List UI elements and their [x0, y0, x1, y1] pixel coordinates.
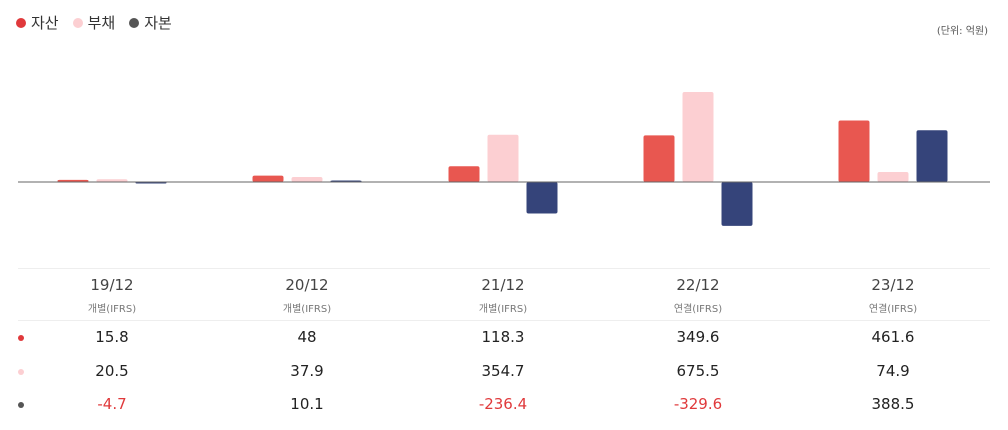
period-label: 20/12 — [285, 276, 329, 294]
legend-label-assets: 자산 — [31, 14, 59, 32]
legend-dot-assets — [16, 17, 26, 28]
legend-label-equity: 자본 — [144, 14, 172, 32]
report-type-label: 개별(IFRS) — [478, 304, 528, 315]
table-cell: -236.4 — [478, 395, 528, 413]
row-series-dot — [18, 402, 24, 408]
period-header: 22/12 연결(IFRS) — [608, 276, 788, 315]
legend-dot-equity — [129, 17, 140, 28]
table-cell: -4.7 — [97, 395, 127, 413]
bar-equity-21-12[interactable] — [526, 182, 558, 214]
bar-assets-22-12[interactable] — [643, 135, 675, 182]
table-cell: 48 — [297, 328, 317, 346]
chart-legend: 자산 부채 자본 — [16, 12, 172, 33]
header-divider — [18, 320, 990, 321]
legend-dot-liabilities — [72, 17, 83, 28]
period-header: 21/12 개별(IFRS) — [413, 276, 593, 315]
unit-label: (단위: 억원) — [936, 26, 988, 37]
period-header: 19/12 개별(IFRS) — [22, 276, 202, 315]
table-row: 20.5 37.9 354.7 675.5 74.9 — [0, 356, 1008, 390]
table-cell: 118.3 — [481, 328, 525, 346]
table-cell: 74.9 — [876, 362, 910, 380]
period-label: 23/12 — [871, 276, 915, 294]
period-header: 20/12 개별(IFRS) — [217, 276, 397, 315]
bar-assets-20-12[interactable] — [252, 175, 284, 182]
bar-liabilities-23-12[interactable] — [877, 172, 909, 182]
table-cell: 461.6 — [871, 328, 915, 346]
period-label: 19/12 — [90, 276, 134, 294]
report-type-label: 연결(IFRS) — [868, 304, 918, 315]
bar-liabilities-19-12[interactable] — [96, 179, 128, 182]
table-cell: 37.9 — [290, 362, 324, 380]
table-cell: -329.6 — [673, 395, 723, 413]
table-cell: 15.8 — [95, 328, 129, 346]
table-row: 15.8 48 118.3 349.6 461.6 — [0, 322, 1008, 356]
report-type-label: 연결(IFRS) — [673, 304, 723, 315]
table-top-divider — [18, 268, 990, 269]
table-cell: 10.1 — [290, 395, 324, 413]
bar-assets-21-12[interactable] — [448, 166, 480, 182]
bar-assets-23-12[interactable] — [838, 120, 870, 182]
period-label: 22/12 — [676, 276, 720, 294]
table-cell: 354.7 — [481, 362, 525, 380]
table-cell: 20.5 — [95, 362, 129, 380]
bar-assets-19-12[interactable] — [57, 179, 89, 182]
bar-equity-22-12[interactable] — [721, 182, 753, 226]
legend-item-equity[interactable]: 자본 — [129, 12, 172, 33]
table-row: -4.7 10.1 -236.4 -329.6 388.5 — [0, 389, 1008, 423]
table-cell: 675.5 — [676, 362, 720, 380]
legend-item-assets[interactable]: 자산 — [16, 12, 59, 33]
row-series-dot — [18, 335, 24, 341]
table-cell: 388.5 — [871, 395, 915, 413]
legend-item-liabilities[interactable]: 부채 — [72, 12, 116, 33]
report-type-label: 개별(IFRS) — [87, 304, 137, 315]
legend-label-liabilities: 부채 — [87, 14, 116, 32]
bar-equity-23-12[interactable] — [916, 130, 948, 182]
period-header: 23/12 연결(IFRS) — [803, 276, 983, 315]
bar-chart — [18, 92, 990, 226]
bar-liabilities-20-12[interactable] — [291, 176, 323, 182]
report-type-label: 개별(IFRS) — [282, 304, 332, 315]
bar-liabilities-21-12[interactable] — [487, 134, 519, 182]
bar-liabilities-22-12[interactable] — [682, 92, 714, 182]
table-cell: 349.6 — [676, 328, 720, 346]
period-label: 21/12 — [481, 276, 525, 294]
row-series-dot — [18, 369, 24, 375]
